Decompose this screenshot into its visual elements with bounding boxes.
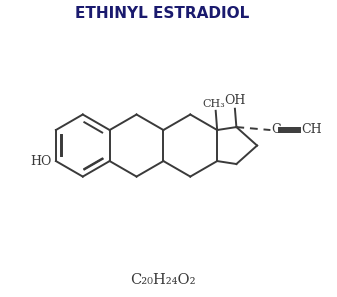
Text: C: C — [271, 123, 281, 136]
Text: CH: CH — [301, 123, 322, 136]
Text: ETHINYL ESTRADIOL: ETHINYL ESTRADIOL — [75, 7, 250, 21]
Text: OH: OH — [224, 94, 246, 107]
Text: CH₃: CH₃ — [203, 99, 225, 109]
Text: HO: HO — [30, 154, 52, 168]
Text: C₂₀H₂₄O₂: C₂₀H₂₄O₂ — [130, 273, 195, 287]
